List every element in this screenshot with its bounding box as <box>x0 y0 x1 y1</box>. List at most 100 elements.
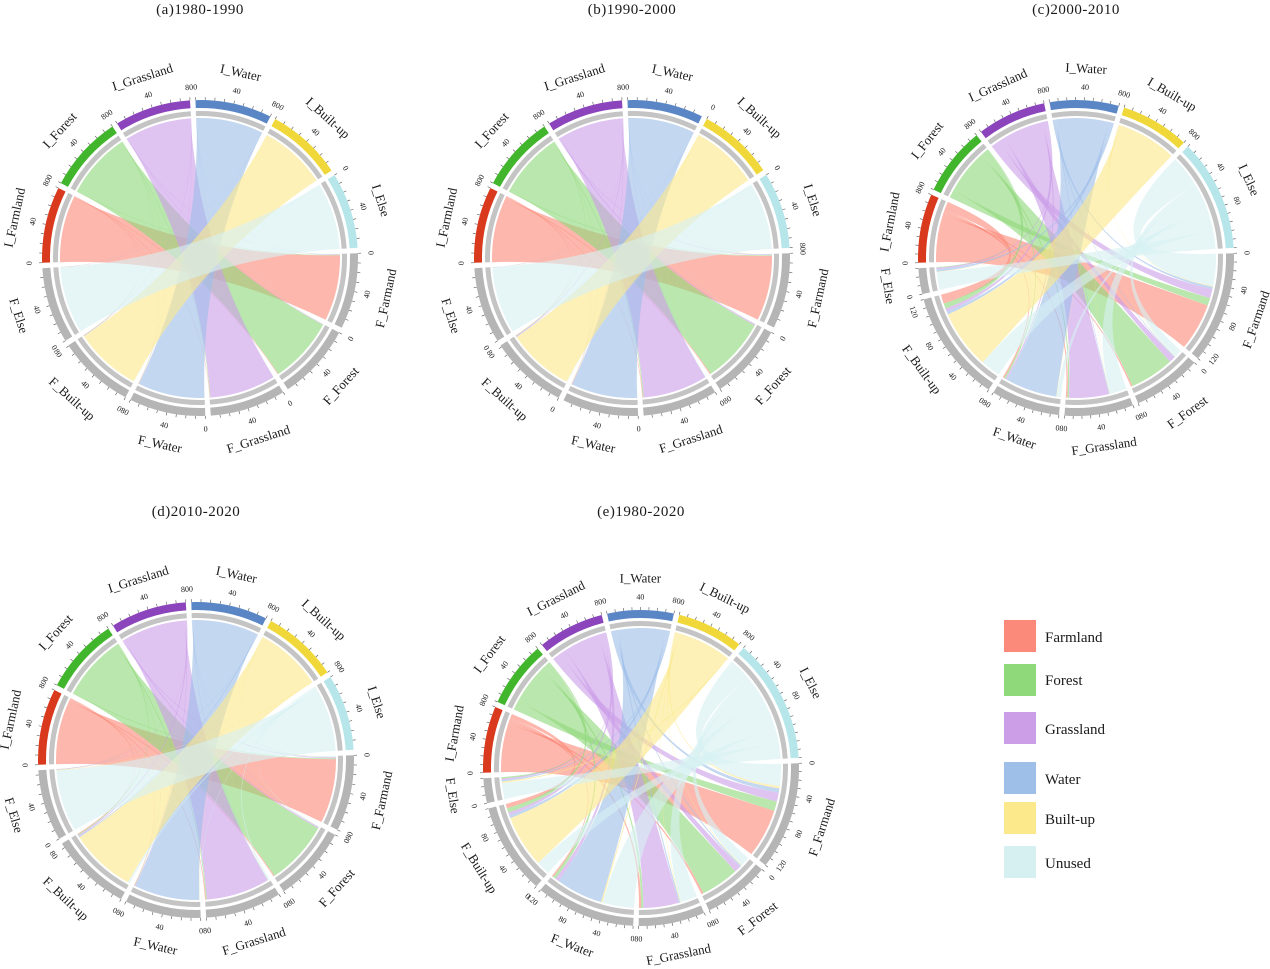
chord-panel-1: (a)1980-199004080I_Farmland04080I_Forest… <box>1 2 400 456</box>
tick-mark <box>770 181 774 184</box>
tick-mark <box>708 910 711 914</box>
tick-label: 40 <box>139 592 149 603</box>
tick-mark <box>279 623 282 626</box>
tick-mark <box>283 891 286 895</box>
tick-label: 80 <box>531 110 543 122</box>
tick-label: 40 <box>68 137 80 149</box>
tick-mark <box>346 710 350 713</box>
tick-label: 40 <box>741 125 753 137</box>
tick-label: 40 <box>664 86 674 97</box>
tick-mark <box>1040 412 1042 416</box>
sector-track-f-grassland <box>642 378 710 405</box>
tick-mark <box>51 195 55 198</box>
sector-track-i-water <box>191 613 262 633</box>
tick-mark <box>58 674 62 678</box>
sector-arcs <box>915 96 1237 419</box>
tick-label: 40 <box>1000 96 1011 107</box>
tick-mark <box>347 802 352 805</box>
tick-label: 0 <box>709 102 717 112</box>
tick-label: 0 <box>346 335 356 343</box>
tick-mark <box>786 291 790 293</box>
tick-mark <box>972 379 975 382</box>
tick-mark <box>137 403 140 407</box>
ribbon-i-else-to-f-farmand <box>1133 159 1216 287</box>
ribbon-i-else-to-f-built-up <box>982 211 1214 375</box>
tick-mark <box>115 392 118 396</box>
tick-mark <box>51 830 55 832</box>
tick-label: 80 <box>962 119 974 131</box>
tick-mark <box>482 794 486 796</box>
tick-mark <box>922 209 926 212</box>
tick-label: 0 <box>342 837 352 845</box>
tick-label: 80 <box>485 348 497 360</box>
tick-mark <box>298 879 302 883</box>
tick-mark <box>349 720 353 722</box>
tick-mark <box>961 144 964 148</box>
tick-mark <box>283 121 286 125</box>
sector-track-i-else <box>1176 154 1223 249</box>
tick-label: 40 <box>31 304 42 314</box>
sector-arc-i-else <box>327 175 358 249</box>
sector-track-f-built-up <box>77 336 134 388</box>
tick-mark <box>1007 400 1009 404</box>
tick-label: 40 <box>353 703 364 713</box>
tick-mark <box>110 123 113 127</box>
sector-track-i-built-up <box>1119 117 1177 155</box>
tick-mark <box>781 309 785 312</box>
tick-mark <box>775 851 778 854</box>
tick-mark <box>771 677 775 680</box>
legend-item-forest: Forest <box>1004 664 1083 696</box>
tick-mark <box>524 375 528 379</box>
tick-mark <box>743 645 746 648</box>
tick-label: 40 <box>357 201 368 211</box>
tick-mark <box>68 164 72 167</box>
tick-label: 80 <box>721 394 733 406</box>
sector-track-f-water <box>568 385 638 406</box>
sector-label-i-farmland: I_Farmland <box>876 190 902 253</box>
sector-label-i-built-up: I_Built-up <box>1145 74 1199 114</box>
legend: Farmland Forest Grassland Water Built-up… <box>1004 620 1105 878</box>
tick-mark <box>49 314 53 317</box>
tick-label: 0 <box>969 117 978 127</box>
tick-label: 40 <box>464 305 475 315</box>
tick-label: 80 <box>270 99 281 111</box>
tick-mark <box>999 396 1002 400</box>
sector-arc-i-forest <box>60 126 117 187</box>
sector-track-f-else <box>49 769 73 834</box>
sector-track-i-grassland <box>548 625 606 658</box>
ribbon-i-else-to-f-else <box>936 230 1216 291</box>
tick-mark <box>934 180 938 183</box>
tick-label: 80 <box>473 177 485 188</box>
sector-arc-f-forest <box>283 328 340 390</box>
tick-label: 80 <box>115 907 126 919</box>
tick-label: 0 <box>523 891 532 900</box>
tick-mark <box>1216 328 1220 331</box>
tick-mark <box>291 126 294 130</box>
tick-label: 80 <box>793 829 804 840</box>
tick-mark <box>234 913 236 917</box>
ribbons <box>492 118 772 398</box>
tick-mark <box>730 132 734 135</box>
tick-mark <box>1170 128 1173 132</box>
tick-mark <box>928 193 932 195</box>
tick-mark <box>917 285 921 287</box>
tick-mark <box>483 195 487 198</box>
tick-label: 40 <box>903 221 913 231</box>
tick-mark <box>547 120 550 124</box>
tick-mark <box>492 705 496 708</box>
tick-mark <box>1107 412 1109 416</box>
tick-mark <box>355 228 359 230</box>
tick-label: 40 <box>804 794 814 804</box>
tick-mark <box>573 107 576 111</box>
panel-title: (e)1980-2020 <box>597 504 685 520</box>
ribbon-i-else-to-f-forest <box>1130 184 1200 357</box>
ribbon-i-built-up-to-f-built-up <box>947 125 1172 363</box>
tick-mark <box>737 892 740 896</box>
tick-label: 40 <box>247 415 257 426</box>
sector-arcs <box>39 97 361 419</box>
tick-mark <box>504 354 508 357</box>
tick-mark <box>561 627 564 631</box>
tick-mark <box>715 392 718 395</box>
tick-mark <box>252 106 254 110</box>
tick-label: 120 <box>908 305 920 319</box>
